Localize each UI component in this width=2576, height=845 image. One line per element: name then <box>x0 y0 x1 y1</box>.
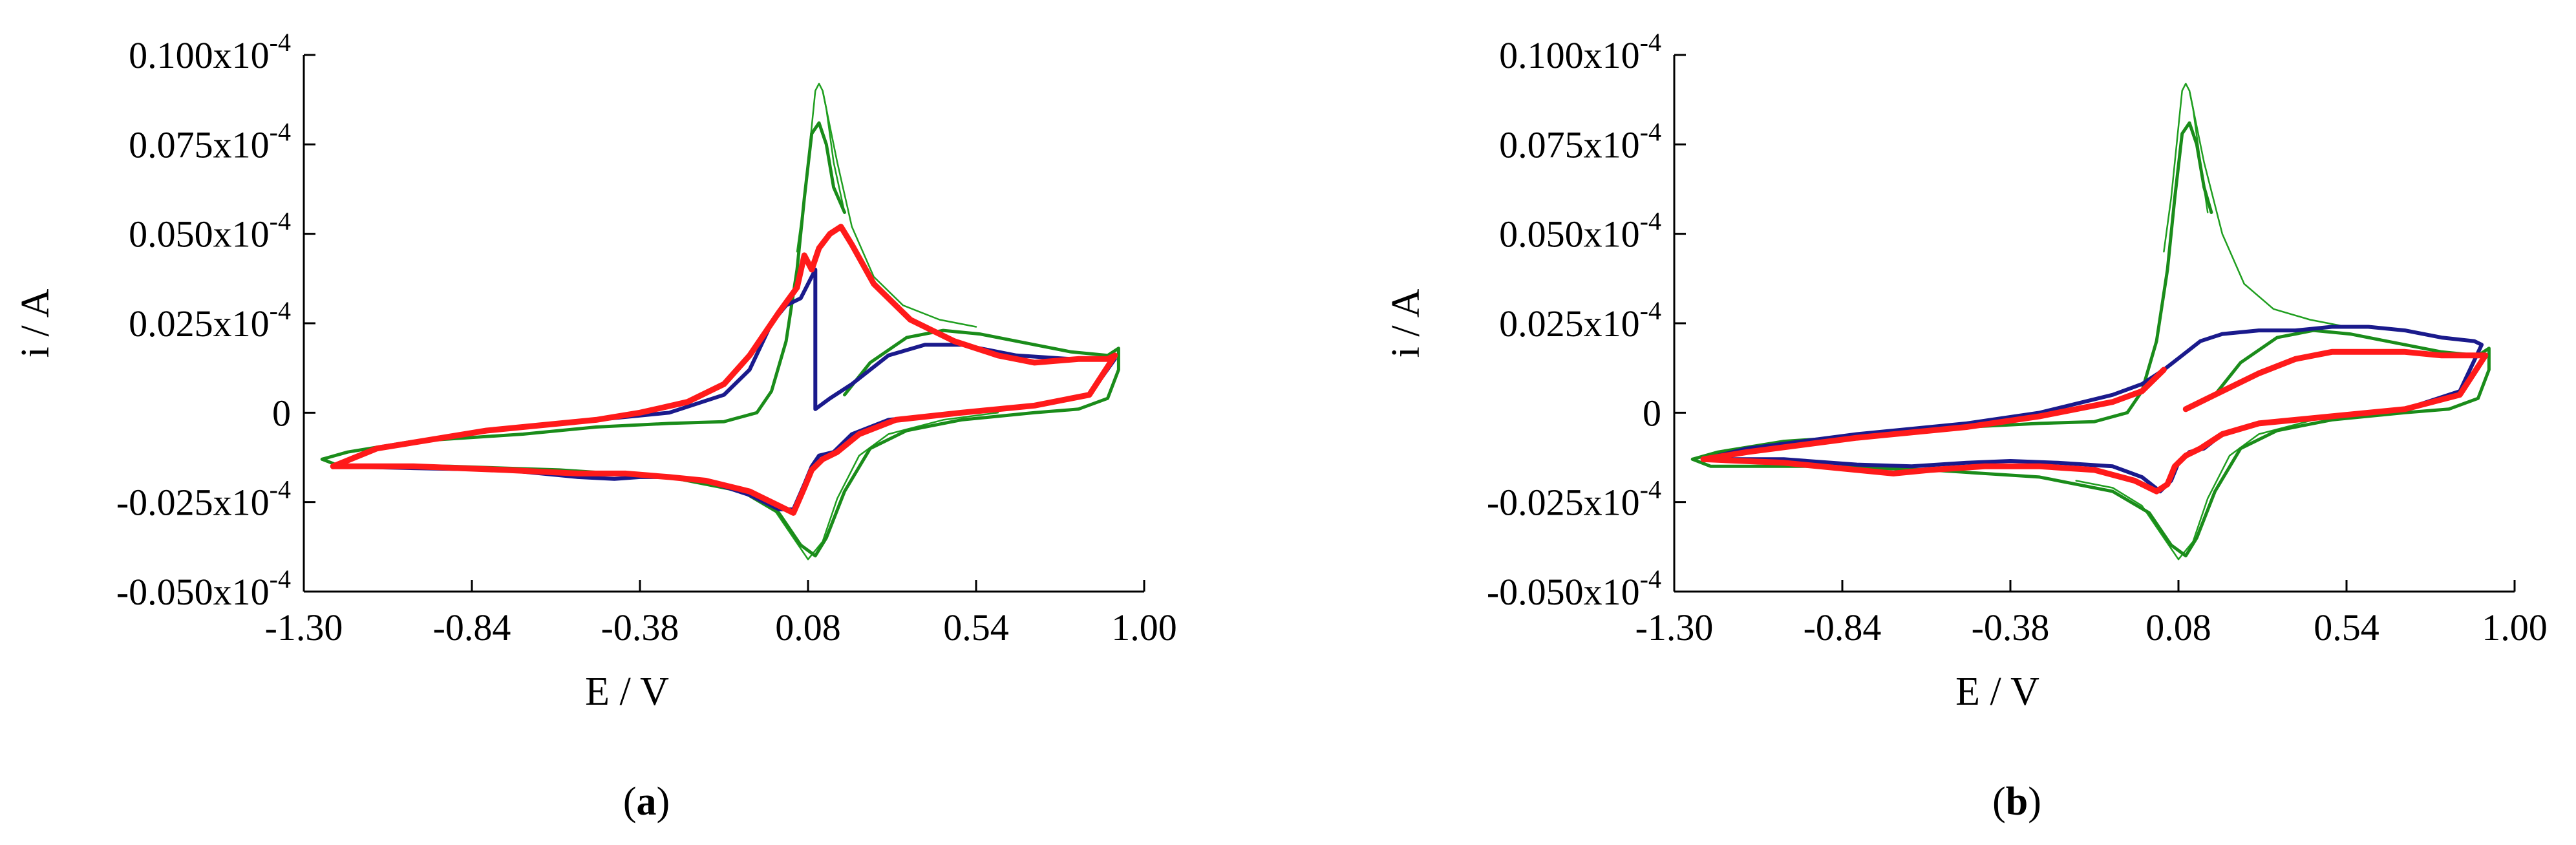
chart0-x-tick-label: -0.38 <box>601 606 679 648</box>
chart1-x-tick-label: 1.00 <box>2482 606 2548 648</box>
chart0-series-3-line <box>320 121 846 461</box>
chart1-series-1-line <box>2188 90 2348 328</box>
chart0-y-tick-label: -0.025x10-4 <box>116 475 291 524</box>
chart1-x-tick-label: -0.38 <box>1972 606 2050 648</box>
chart1-y-tick-label: 0.100x10-4 <box>1499 28 1661 76</box>
chart1-y-tick-label: -0.050x10-4 <box>1487 564 1661 613</box>
chart1-x-tick-label: -0.84 <box>1804 606 1882 648</box>
chart0-x-tick-label: -0.84 <box>433 606 511 648</box>
chart0-y-tick-label: 0.050x10-4 <box>129 207 291 255</box>
chart0-panel-label: (a) <box>623 780 670 824</box>
chart0-x-tick-label: 0.54 <box>943 606 1009 648</box>
chart0-y-tick-label: 0.100x10-4 <box>129 28 291 76</box>
chart1-series-5-line <box>1701 325 2484 494</box>
chart1-y-tick-label: -0.025x10-4 <box>1487 475 1661 524</box>
chart1-series-4-line <box>1690 328 2491 558</box>
chart0-y-tick-label: 0.025x10-4 <box>129 296 291 345</box>
chart1-series-6-line <box>1700 348 2489 495</box>
chart0-y-tick-label: 0.075x10-4 <box>129 117 291 166</box>
chart1-y-axis-label: i / A <box>1384 288 1428 358</box>
chart1-panel-label: (b) <box>1992 780 2041 824</box>
chart1-y-tick-label: 0.075x10-4 <box>1499 117 1661 166</box>
chart1-x-tick-label: 0.54 <box>2314 606 2379 648</box>
chart1-y-tick-label: 0.025x10-4 <box>1499 296 1661 345</box>
chart1-x-axis-label: E / V <box>1955 670 2039 714</box>
chart0-series-4-line <box>320 328 1120 558</box>
chart1-plot: 0.100x10-4 0.075x10-4 0.050x10-4 0.025x10-4… <box>1384 28 2548 824</box>
chart1-y-tick-label: 0 <box>1643 392 1661 434</box>
chart0-x-tick-label: 1.00 <box>1111 606 1177 648</box>
chart0-x-tick-label: 0.08 <box>775 606 841 648</box>
chart0-series-1-line <box>822 90 977 328</box>
chart1-x-tick-label: 0.08 <box>2145 606 2211 648</box>
chart0-series-5-line <box>331 268 1117 511</box>
chart0-x-tick-label: -1.30 <box>265 606 343 648</box>
chart1-x-tick-label: -1.30 <box>1635 606 1714 648</box>
chart1-series-7-line <box>1700 367 2167 462</box>
chart0-series-6-line <box>330 224 1118 516</box>
chart0-y-axis-label: i / A <box>14 288 58 358</box>
chart1-series-3-line <box>1690 121 2213 461</box>
chart1-y-tick-label: 0.050x10-4 <box>1499 207 1661 255</box>
chart0-plot: 0.100x10-4 0.075x10-4 0.050x10-4 0.025x10-4… <box>14 28 1177 824</box>
chart0-x-axis-label: E / V <box>585 670 669 714</box>
chart0-y-tick-label: 0 <box>272 392 291 434</box>
chart0-y-tick-label: -0.050x10-4 <box>116 564 291 613</box>
